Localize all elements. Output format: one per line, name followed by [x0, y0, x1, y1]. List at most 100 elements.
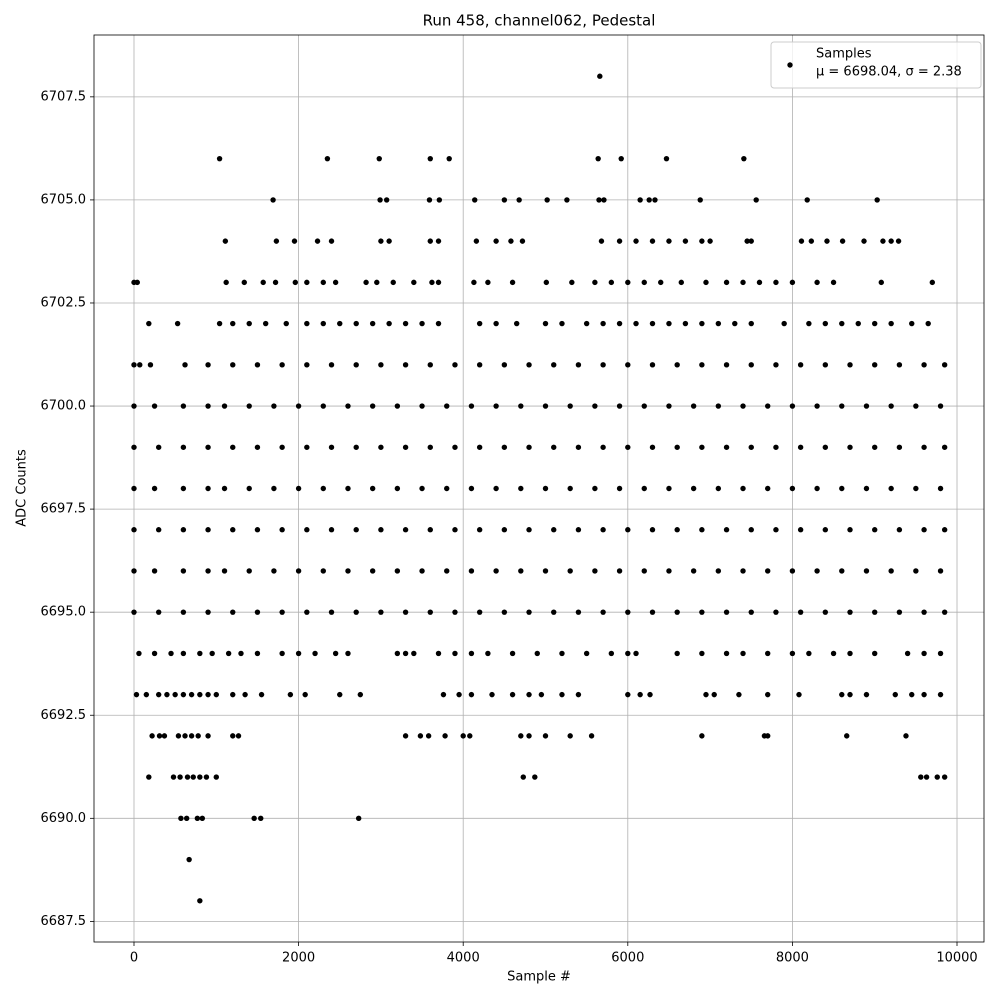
point — [711, 691, 717, 698]
point — [674, 527, 680, 533]
point — [205, 444, 211, 450]
point — [254, 527, 261, 533]
point — [241, 279, 247, 286]
point — [773, 444, 779, 450]
legend-label: Samples — [816, 47, 872, 62]
point — [238, 650, 244, 657]
point — [878, 279, 884, 286]
point — [874, 197, 880, 203]
point — [941, 444, 948, 450]
point — [633, 650, 639, 657]
point — [903, 733, 909, 739]
point — [456, 691, 462, 698]
point — [402, 444, 409, 450]
point — [625, 650, 631, 657]
point — [419, 485, 425, 492]
point — [551, 527, 557, 533]
point — [740, 568, 746, 574]
point — [641, 568, 647, 574]
point — [476, 320, 483, 327]
point — [559, 320, 565, 327]
point — [485, 279, 491, 286]
point — [337, 691, 343, 698]
point — [402, 733, 409, 739]
x-tick-label: 0 — [130, 951, 138, 966]
point — [699, 527, 705, 533]
point — [337, 320, 343, 327]
point — [520, 774, 526, 780]
point — [353, 444, 359, 450]
point — [168, 650, 174, 657]
point — [295, 403, 302, 409]
point — [195, 733, 201, 739]
point — [320, 403, 326, 409]
point — [146, 774, 152, 780]
point — [258, 691, 265, 698]
point — [279, 609, 285, 615]
point — [699, 609, 705, 615]
point — [697, 197, 703, 203]
point — [513, 320, 520, 327]
point — [493, 485, 499, 492]
point — [452, 362, 458, 368]
point — [197, 774, 203, 780]
point — [647, 691, 653, 698]
point — [213, 691, 219, 698]
point — [178, 815, 184, 822]
point — [304, 362, 310, 368]
point — [394, 485, 401, 492]
point — [516, 197, 522, 203]
point — [748, 320, 754, 327]
point — [378, 362, 384, 368]
point — [608, 279, 615, 286]
point — [872, 527, 878, 533]
point — [180, 485, 187, 492]
point — [363, 279, 369, 286]
point — [921, 691, 927, 698]
point — [440, 691, 447, 698]
point — [699, 238, 705, 244]
point — [814, 568, 820, 574]
point — [847, 650, 853, 657]
point — [476, 362, 483, 368]
point — [436, 197, 443, 203]
point — [740, 279, 746, 286]
point — [378, 238, 384, 244]
point — [575, 609, 582, 615]
point — [863, 691, 870, 698]
point — [468, 485, 475, 492]
point — [925, 320, 931, 327]
y-tick-label: 6707.5 — [41, 89, 87, 104]
x-tick-label: 8000 — [776, 951, 809, 966]
point — [888, 403, 894, 409]
point — [197, 691, 203, 698]
point — [822, 527, 829, 533]
point — [328, 362, 335, 368]
point — [378, 527, 384, 533]
point — [518, 568, 524, 574]
point — [216, 320, 223, 327]
point — [271, 403, 277, 409]
point — [796, 691, 802, 698]
point — [538, 691, 545, 698]
point — [534, 650, 540, 657]
point — [618, 155, 624, 162]
point — [583, 650, 590, 657]
point — [839, 568, 845, 574]
point — [468, 403, 475, 409]
point — [652, 197, 658, 203]
point — [773, 527, 779, 533]
point — [575, 691, 582, 698]
point — [616, 568, 623, 574]
point — [271, 568, 277, 574]
point — [374, 279, 380, 286]
point — [797, 444, 804, 450]
point — [937, 403, 944, 409]
point — [740, 650, 746, 657]
point — [861, 238, 867, 244]
point — [493, 568, 499, 574]
point — [452, 444, 458, 450]
point — [209, 650, 215, 657]
point — [390, 279, 396, 286]
